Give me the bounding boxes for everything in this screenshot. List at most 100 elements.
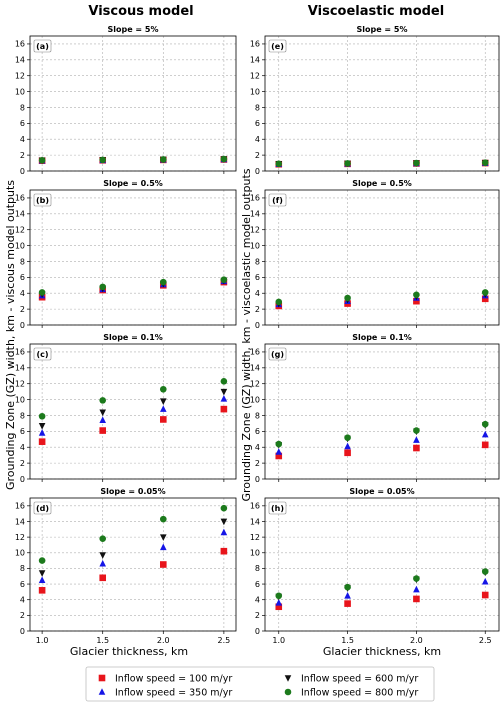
y-tick-label: 6 xyxy=(255,119,260,128)
panel-label: (a) xyxy=(36,42,49,51)
panel-label: (g) xyxy=(271,350,284,359)
data-point-s800 xyxy=(38,156,46,164)
data-point-s350 xyxy=(344,442,351,450)
data-point-s100 xyxy=(275,452,283,460)
x-axis-label-viscous: Glacier thickness, km xyxy=(70,645,188,658)
y-tick-label: 0 xyxy=(20,321,25,330)
y-tick-label: 6 xyxy=(20,273,25,282)
data-point-s100 xyxy=(275,603,283,611)
x-tick-label: 1.5 xyxy=(96,636,109,645)
panel-e: Slope = 5% 0 2 4 6 8 10 12 14 16 (e) xyxy=(250,25,500,176)
y-tick-label: 16 xyxy=(250,502,260,511)
legend-box xyxy=(85,666,435,702)
data-point-s350 xyxy=(413,436,420,443)
panel-label: (f) xyxy=(272,196,283,205)
x-tick-label: 2.0 xyxy=(410,636,423,645)
y-tick-label: 2 xyxy=(20,305,25,314)
data-point-s800 xyxy=(99,283,107,291)
column-title-viscous: Viscous model xyxy=(88,4,193,19)
data-point-s800 xyxy=(413,291,420,299)
data-point-s800 xyxy=(481,568,489,575)
legend-marker xyxy=(98,674,106,682)
data-point-s800 xyxy=(344,583,351,591)
data-point-s800 xyxy=(344,294,351,302)
data-point-s100 xyxy=(99,427,107,434)
data-point-s800 xyxy=(220,504,228,512)
plot-frame xyxy=(264,189,500,326)
column-title-viscoelastic: Viscoelastic model xyxy=(308,4,444,19)
data-point-s800 xyxy=(159,515,167,523)
y-tick-label: 4 xyxy=(20,443,25,452)
panel-f: Slope = 0.5% 0 2 4 6 8 10 12 14 16 (f) xyxy=(250,179,500,330)
panel-h: Slope = 0.05% 0 2 4 6 8 10 12 14 16 1.0 1.5 2.0 2.5 (h… xyxy=(250,487,500,645)
legend-marker xyxy=(284,675,292,682)
legend-label: Inflow speed = 800 m/yr xyxy=(301,688,418,699)
legend-entry: Inflow speed = 100 m/yr xyxy=(98,674,232,685)
data-point-s800 xyxy=(275,592,283,600)
panel-label: (d) xyxy=(36,504,49,513)
y-tick-label: 14 xyxy=(15,364,25,373)
data-point-s800 xyxy=(159,385,167,393)
y-tick-label: 12 xyxy=(250,533,260,542)
y-tick-label: 8 xyxy=(20,257,25,266)
y-tick-label: 0 xyxy=(20,167,25,176)
x-tick-label: 1.0 xyxy=(36,636,49,645)
y-tick-label: 10 xyxy=(15,87,25,96)
y-tick-label: 16 xyxy=(250,194,260,203)
y-tick-label: 2 xyxy=(255,305,260,314)
data-point-s350 xyxy=(481,430,489,438)
y-tick-label: 16 xyxy=(250,348,260,357)
y-tick-label: 0 xyxy=(255,167,260,176)
y-tick-label: 12 xyxy=(250,226,260,235)
x-tick-label: 2.0 xyxy=(157,636,170,645)
plot-frame xyxy=(264,497,500,632)
data-point-s100 xyxy=(38,438,46,445)
panel-title: Slope = 0.5% xyxy=(103,179,163,188)
legend-entry: Inflow speed = 350 m/yr xyxy=(98,688,232,699)
y-tick-label: 10 xyxy=(250,87,260,96)
y-tick-label: 8 xyxy=(255,411,260,420)
y-tick-label: 6 xyxy=(20,119,25,128)
data-point-s100 xyxy=(220,547,228,555)
panel-b: Slope = 0.5% 0 2 4 6 8 10 12 14 16 (b) xyxy=(15,179,237,330)
x-tick-label: 2.5 xyxy=(218,636,231,645)
y-tick-label: 8 xyxy=(20,564,25,573)
panel-label-box xyxy=(268,347,287,361)
data-point-s800 xyxy=(99,156,107,164)
y-tick-label: 4 xyxy=(20,135,25,144)
y-tick-label: 4 xyxy=(255,596,260,605)
data-point-s350 xyxy=(159,543,167,551)
data-point-s800 xyxy=(38,557,46,564)
panel-c: Slope = 0.1% 0 2 4 6 8 10 12 14 16 (c) xyxy=(15,333,237,484)
data-point-s800 xyxy=(344,434,351,442)
panel-title: Slope = 0.1% xyxy=(103,333,163,342)
y-tick-label: 6 xyxy=(255,427,260,436)
panel-g: Slope = 0.1% 0 2 4 6 8 10 12 14 16 (g) xyxy=(250,333,500,484)
y-tick-label: 16 xyxy=(15,502,25,511)
plot-frame xyxy=(29,189,237,326)
data-point-s350 xyxy=(220,528,228,536)
y-tick-label: 6 xyxy=(20,427,25,436)
data-point-s800 xyxy=(220,276,228,284)
data-point-s100 xyxy=(413,595,420,603)
y-tick-label: 2 xyxy=(255,459,260,468)
y-tick-label: 8 xyxy=(255,564,260,573)
panel-title: Slope = 5% xyxy=(107,25,158,34)
panel-label-box xyxy=(33,193,52,207)
data-point-s100 xyxy=(159,416,167,423)
y-tick-label: 12 xyxy=(250,72,260,81)
y-tick-label: 4 xyxy=(255,289,260,298)
data-point-s100 xyxy=(99,574,107,582)
data-point-s100 xyxy=(220,405,228,413)
data-point-s800 xyxy=(413,427,420,434)
data-point-s100 xyxy=(413,297,420,305)
data-point-s800 xyxy=(38,289,46,296)
panel-label-box xyxy=(33,501,52,515)
panel-title: Slope = 0.05% xyxy=(349,487,414,496)
data-point-s350 xyxy=(275,448,283,455)
y-tick-label: 8 xyxy=(255,103,260,112)
y-tick-label: 8 xyxy=(255,257,260,266)
y-tick-label: 10 xyxy=(250,395,260,404)
y-tick-label: 0 xyxy=(255,475,260,484)
